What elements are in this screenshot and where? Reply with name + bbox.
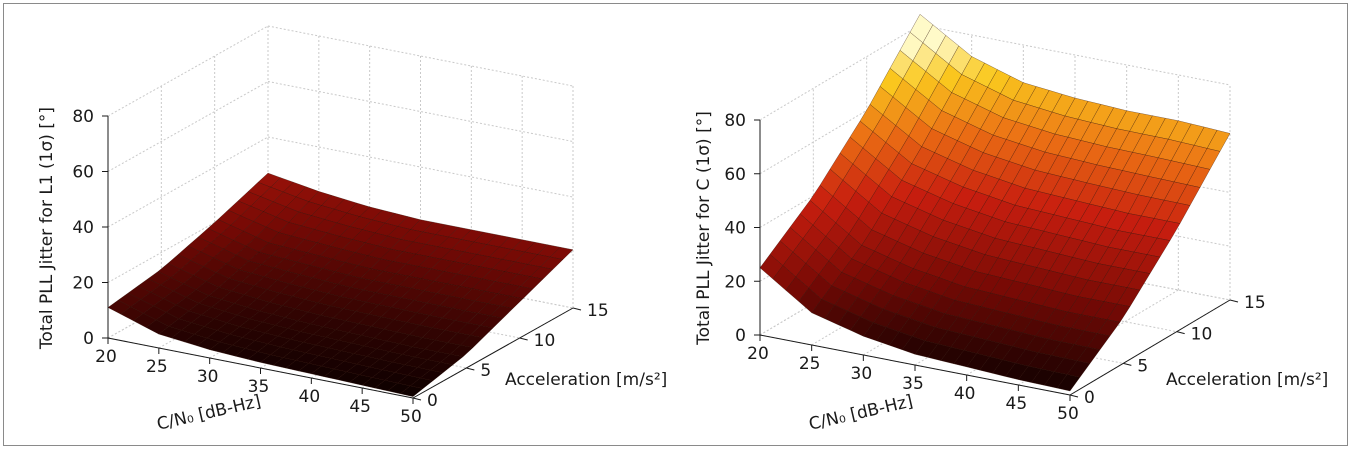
z-tick-label: 60: [72, 163, 94, 183]
depth-tick-label: 15: [587, 301, 609, 321]
depth-axis-line: [1069, 299, 1231, 396]
x-tick-label: 35: [248, 377, 270, 397]
x-axis-title: C/N₀ [dB-Hz]: [155, 391, 263, 434]
depth-tick-label: 0: [1084, 388, 1095, 408]
x-tick-label: 40: [299, 387, 321, 407]
x-tick-label: 50: [1057, 404, 1079, 424]
depth-tick-label: 5: [480, 361, 491, 381]
z-axis-title: Total PLL Jitter for L1 (1σ) [°]: [37, 107, 57, 350]
depth-tick-mark: [1229, 299, 1239, 303]
depth-tick-label: 10: [534, 331, 556, 351]
x-tick-label: 25: [146, 357, 168, 377]
x-axis-title: C/N₀ [dB-Hz]: [807, 391, 915, 434]
z-tick-label: 20: [72, 274, 94, 294]
gridline-left-wall: [107, 81, 269, 172]
z-tick-label: 60: [724, 165, 746, 185]
z-tick-label: 80: [724, 111, 746, 131]
gridline-back-wall: [919, 24, 1231, 86]
depth-tick-mark: [1176, 331, 1185, 335]
gridline-left-wall: [107, 136, 269, 228]
x-tick-label: 30: [851, 364, 873, 384]
depth-tick-mark: [1123, 362, 1132, 366]
surface-cell: [1056, 374, 1081, 392]
gridline-left-wall: [759, 78, 921, 175]
z-tick-label: 20: [724, 272, 746, 292]
depth-tick-mark: [1069, 394, 1079, 398]
z-tick-label: 0: [735, 326, 746, 346]
x-tick-label: 40: [954, 384, 976, 404]
depth-tick-label: 0: [427, 391, 438, 411]
depth-axis-title: Acceleration [m/s²]: [1166, 370, 1328, 390]
depth-tick-mark: [572, 307, 582, 311]
depth-tick-mark: [466, 367, 475, 371]
z-axis-title: Total PLL Jitter for C (1σ) [°]: [694, 111, 714, 346]
x-tick-label: 20: [95, 347, 117, 367]
gridline-left-wall: [107, 25, 269, 117]
x-tick-label: 20: [747, 344, 769, 364]
depth-tick-mark: [412, 397, 422, 401]
depth-axis-line: [412, 307, 574, 399]
depth-axis-title: Acceleration [m/s²]: [505, 370, 667, 390]
figure-frame: [3, 3, 1348, 446]
x-tick-label: 30: [197, 367, 219, 387]
z-tick-label: 40: [72, 218, 94, 238]
depth-tick-label: 15: [1244, 293, 1266, 313]
surface-cell: [399, 385, 424, 397]
depth-tick-mark: [519, 337, 528, 341]
x-tick-label: 45: [349, 397, 371, 417]
gridline-left-wall: [759, 24, 921, 121]
x-tick-label: 25: [799, 354, 821, 374]
x-tick-label: 45: [1006, 394, 1028, 414]
x-tick-label: 50: [400, 407, 422, 427]
z-tick-label: 0: [83, 329, 94, 349]
depth-tick-label: 5: [1137, 356, 1148, 376]
z-tick-label: 80: [72, 107, 94, 127]
x-tick-label: 35: [902, 374, 924, 394]
depth-tick-label: 10: [1191, 325, 1213, 345]
z-tick-label: 40: [724, 219, 746, 239]
